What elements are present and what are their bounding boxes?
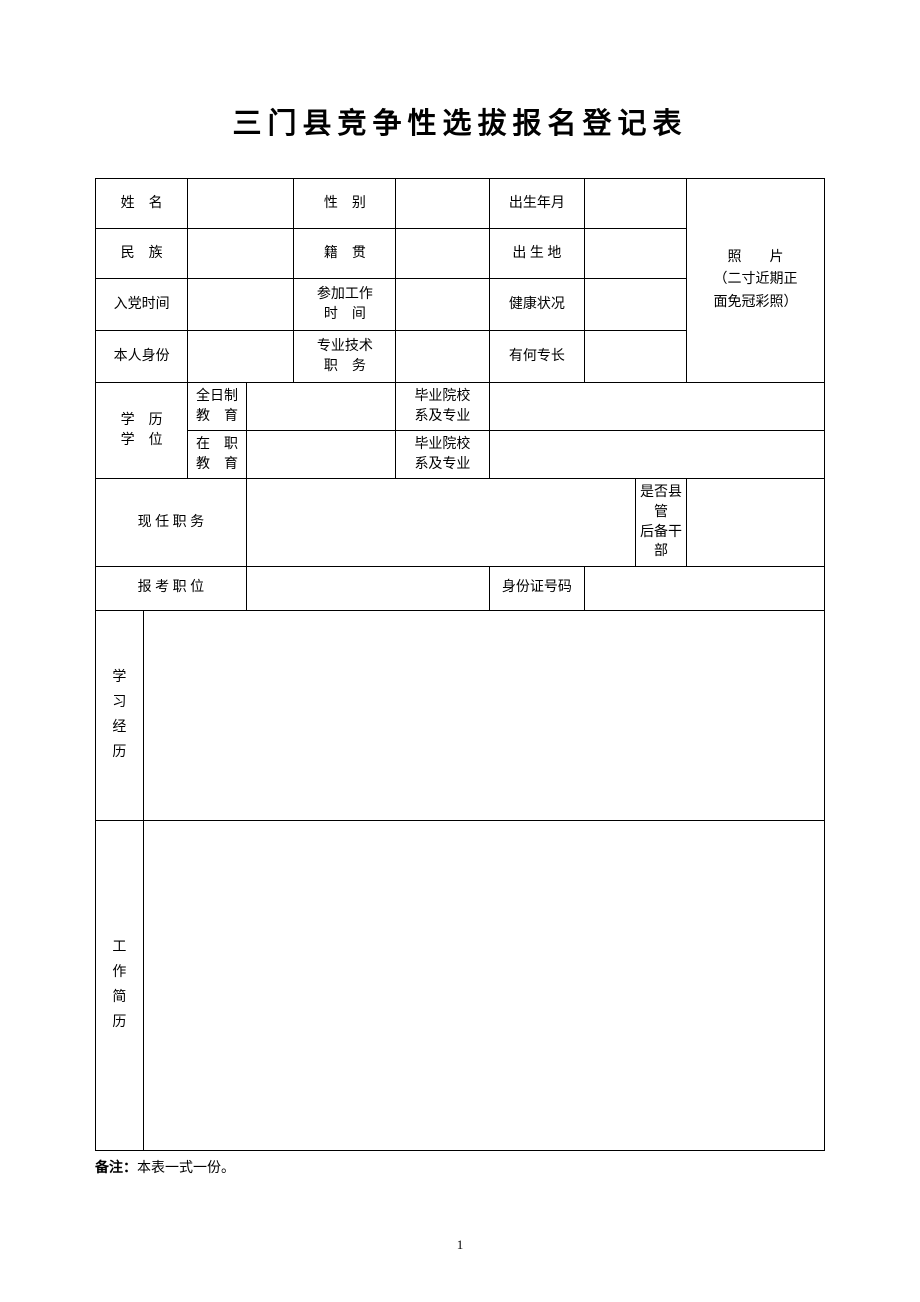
- label-birth-place: 出 生 地: [489, 229, 584, 279]
- label-fulltime-school: 毕业院校 系及专业: [396, 383, 489, 431]
- footnote-text: 本表一式一份。: [137, 1161, 235, 1176]
- value-fulltime-school: [489, 383, 824, 431]
- value-specialty: [585, 331, 687, 383]
- label-work-resume: 工作简历: [96, 820, 144, 1150]
- value-identity: [188, 331, 294, 383]
- label-ethnic: 民 族: [96, 229, 188, 279]
- label-gender: 性 别: [294, 179, 396, 229]
- value-work-time: [396, 279, 489, 331]
- footnote-label: 备注：: [95, 1161, 137, 1176]
- label-name: 姓 名: [96, 179, 188, 229]
- label-onjob: 在 职 教 育: [188, 431, 246, 479]
- value-work-resume: [143, 820, 824, 1150]
- value-apply-post: [246, 566, 489, 610]
- value-current-post: [246, 479, 635, 566]
- footnote: 备注：本表一式一份。: [95, 1157, 825, 1177]
- value-native-place: [396, 229, 489, 279]
- value-fulltime-edu: [246, 383, 396, 431]
- value-onjob-school: [489, 431, 824, 479]
- label-specialty: 有何专长: [489, 331, 584, 383]
- label-reserve: 是否县管 后备干部: [636, 479, 687, 566]
- registration-form-table: 姓 名 性 别 出生年月 照 片 （二寸近期正 面免冠彩照） 民 族 籍 贯 出…: [95, 178, 825, 1151]
- photo-label-1: 照 片: [689, 247, 822, 269]
- value-ethnic: [188, 229, 294, 279]
- value-birth: [585, 179, 687, 229]
- label-native-place: 籍 贯: [294, 229, 396, 279]
- label-health: 健康状况: [489, 279, 584, 331]
- value-onjob-edu: [246, 431, 396, 479]
- label-tech-title: 专业技术 职 务: [294, 331, 396, 383]
- photo-label-3: 面免冠彩照）: [689, 292, 822, 314]
- label-apply-post: 报 考 职 位: [96, 566, 247, 610]
- label-id-number: 身份证号码: [489, 566, 584, 610]
- label-edu-degree: 学 历 学 位: [96, 383, 188, 479]
- label-party-time: 入党时间: [96, 279, 188, 331]
- value-health: [585, 279, 687, 331]
- photo-label-2: （二寸近期正: [689, 269, 822, 291]
- value-id-number: [585, 566, 825, 610]
- label-study-exp: 学习经历: [96, 610, 144, 820]
- photo-cell: 照 片 （二寸近期正 面免冠彩照）: [686, 179, 824, 383]
- value-gender: [396, 179, 489, 229]
- form-title: 三门县竞争性选拔报名登记表: [95, 100, 825, 142]
- page-number: 1: [95, 1237, 825, 1253]
- label-birth: 出生年月: [489, 179, 584, 229]
- value-party-time: [188, 279, 294, 331]
- label-identity: 本人身份: [96, 331, 188, 383]
- label-onjob-school: 毕业院校 系及专业: [396, 431, 489, 479]
- value-study-exp: [143, 610, 824, 820]
- label-current-post: 现 任 职 务: [96, 479, 247, 566]
- value-reserve: [686, 479, 824, 566]
- value-birth-place: [585, 229, 687, 279]
- value-tech-title: [396, 331, 489, 383]
- value-name: [188, 179, 294, 229]
- label-fulltime: 全日制 教 育: [188, 383, 246, 431]
- label-work-time: 参加工作 时 间: [294, 279, 396, 331]
